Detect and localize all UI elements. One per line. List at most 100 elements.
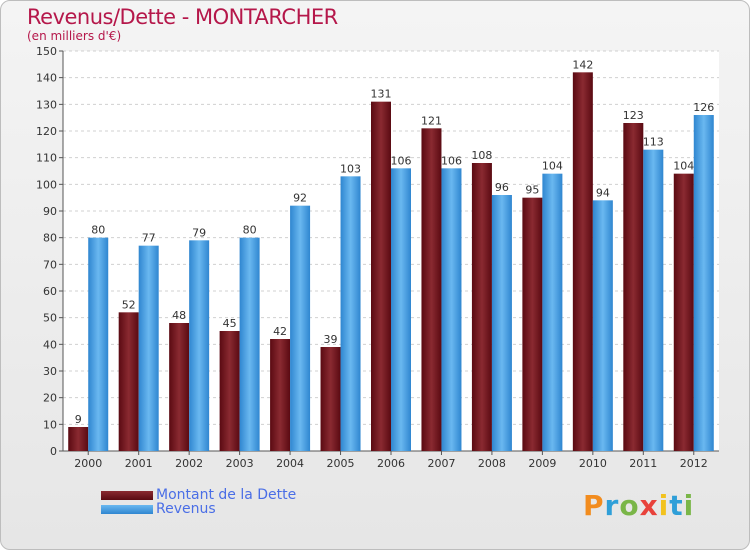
logo-letter: o bbox=[619, 489, 640, 522]
logo-letter: i bbox=[658, 489, 670, 522]
y-tick-label: 140 bbox=[36, 72, 57, 85]
y-tick-label: 100 bbox=[36, 178, 57, 191]
x-tick-label: 2008 bbox=[478, 457, 506, 470]
data-label: 92 bbox=[293, 192, 307, 205]
legend-swatch-dette bbox=[101, 490, 153, 500]
y-tick-label: 80 bbox=[43, 232, 57, 245]
data-label: 39 bbox=[324, 333, 338, 346]
x-tick-label: 2000 bbox=[74, 457, 102, 470]
y-tick-label: 50 bbox=[43, 312, 57, 325]
data-label: 96 bbox=[495, 181, 509, 194]
data-label: 80 bbox=[243, 224, 257, 237]
y-tick-label: 20 bbox=[43, 392, 57, 405]
x-tick-label: 2001 bbox=[125, 457, 153, 470]
data-label: 45 bbox=[223, 317, 237, 330]
y-tick-label: 70 bbox=[43, 258, 57, 271]
x-tick-label: 2010 bbox=[579, 457, 607, 470]
logo-letter: r bbox=[604, 489, 620, 522]
legend-label-dette: Montant de la Dette bbox=[156, 487, 297, 503]
y-tick-label: 120 bbox=[36, 125, 57, 138]
bar-dette bbox=[118, 312, 139, 451]
data-label: 9 bbox=[75, 413, 82, 426]
data-label: 106 bbox=[441, 154, 462, 167]
legend-item-dette: Montant de la Dette bbox=[101, 488, 296, 502]
x-tick-label: 2005 bbox=[327, 457, 355, 470]
bar-dette bbox=[371, 101, 391, 452]
bar-revenus bbox=[340, 176, 361, 452]
y-tick-label: 0 bbox=[50, 445, 57, 458]
y-tick-label: 90 bbox=[43, 205, 57, 218]
y-tick-label: 30 bbox=[43, 365, 57, 378]
logo-letter: x bbox=[639, 489, 659, 522]
bar-revenus bbox=[290, 205, 311, 451]
bar-revenus bbox=[592, 200, 613, 451]
y-tick-label: 150 bbox=[36, 45, 57, 58]
proxiti-logo: Proxiti bbox=[583, 489, 694, 522]
y-tick-label: 60 bbox=[43, 285, 57, 298]
bar-revenus bbox=[189, 240, 210, 451]
x-tick-label: 2012 bbox=[680, 457, 708, 470]
x-tick-label: 2002 bbox=[175, 457, 203, 470]
data-label: 52 bbox=[122, 298, 136, 311]
bar-revenus bbox=[643, 149, 664, 451]
bar-revenus bbox=[693, 115, 714, 451]
legend-item-revenus: Revenus bbox=[101, 502, 216, 516]
bar-dette bbox=[219, 331, 240, 451]
data-label: 103 bbox=[340, 162, 361, 175]
x-tick-label: 2011 bbox=[629, 457, 657, 470]
x-tick-label: 2004 bbox=[276, 457, 304, 470]
chart-title: Revenus/Dette - MONTARCHER bbox=[27, 5, 338, 29]
data-label: 104 bbox=[542, 160, 563, 173]
bar-revenus bbox=[441, 168, 462, 452]
bar-dette bbox=[270, 339, 291, 451]
chart-subtitle: (en milliers d'€) bbox=[27, 29, 122, 43]
bar-dette bbox=[471, 163, 492, 451]
bar-revenus bbox=[542, 173, 563, 451]
x-tick-label: 2007 bbox=[427, 457, 455, 470]
bars bbox=[68, 72, 714, 452]
x-tick-label: 2009 bbox=[528, 457, 556, 470]
x-tick-label: 2003 bbox=[226, 457, 254, 470]
bar-revenus bbox=[239, 237, 260, 451]
bar-dette bbox=[421, 128, 442, 451]
data-label: 108 bbox=[471, 149, 492, 162]
data-label: 142 bbox=[572, 58, 593, 71]
data-label: 126 bbox=[693, 101, 714, 114]
data-label: 104 bbox=[673, 160, 694, 173]
data-label: 95 bbox=[525, 184, 539, 197]
logo-letter: i bbox=[683, 489, 695, 522]
legend-swatch-revenus bbox=[101, 504, 153, 514]
y-tick-label: 110 bbox=[36, 152, 57, 165]
y-tick-label: 130 bbox=[36, 98, 57, 111]
y-tick-label: 40 bbox=[43, 338, 57, 351]
logo-letter: t bbox=[669, 489, 684, 522]
x-tick-label: 2006 bbox=[377, 457, 405, 470]
data-labels: 9 80 52 77 48 79 45 80 42 92 39 103 131 106 121 106 108 9… bbox=[75, 58, 715, 426]
data-label: 80 bbox=[91, 224, 105, 237]
bar-revenus bbox=[391, 168, 411, 452]
bar-revenus bbox=[88, 237, 109, 451]
data-label: 113 bbox=[643, 136, 664, 149]
bar-dette bbox=[522, 197, 543, 451]
data-label: 77 bbox=[142, 232, 156, 245]
data-label: 106 bbox=[391, 154, 412, 167]
bar-revenus bbox=[491, 195, 512, 451]
bar-dette bbox=[169, 323, 190, 451]
data-label: 48 bbox=[172, 309, 186, 322]
bar-dette bbox=[623, 123, 644, 451]
bar-dette bbox=[320, 347, 341, 451]
data-label: 123 bbox=[623, 109, 644, 122]
data-label: 79 bbox=[192, 226, 206, 239]
data-label: 121 bbox=[421, 114, 442, 127]
bar-dette bbox=[673, 173, 694, 451]
data-label: 94 bbox=[596, 186, 610, 199]
y-tick-label: 10 bbox=[43, 418, 57, 431]
bar-revenus bbox=[138, 245, 159, 451]
logo-letter: P bbox=[583, 489, 605, 522]
bar-dette bbox=[68, 427, 89, 451]
bar-dette bbox=[572, 72, 593, 451]
data-label: 42 bbox=[273, 325, 287, 338]
data-label: 131 bbox=[371, 88, 392, 101]
